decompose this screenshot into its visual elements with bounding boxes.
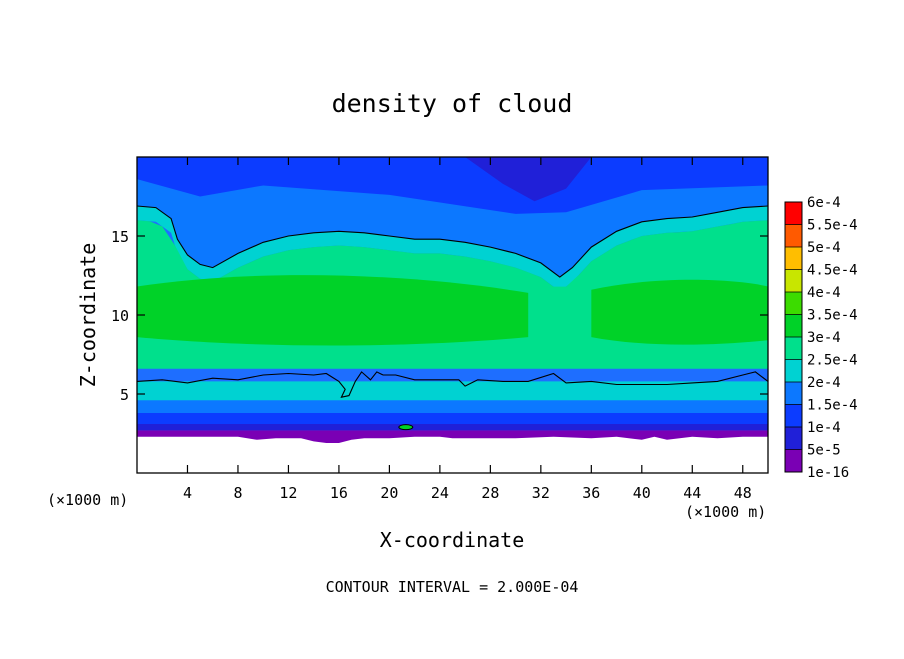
field-band-1 (137, 157, 768, 214)
x-tick-label: 40 (633, 484, 651, 502)
colorbar-label: 1e-4 (807, 420, 841, 436)
field-band-10 (137, 424, 768, 431)
colorbar-swatch (785, 314, 802, 337)
contour-interval-note: CONTOUR INTERVAL = 2.000E-04 (326, 578, 579, 596)
colorbar-label: 4e-4 (807, 285, 841, 301)
x-tick-label: 8 (233, 484, 242, 502)
colorbar-label: 5.5e-4 (807, 218, 858, 234)
cell-anomaly (398, 424, 414, 431)
colorbar-label: 4.5e-4 (807, 263, 858, 279)
y-tick-label: 5 (120, 386, 129, 404)
colorbar-swatch (785, 269, 802, 292)
field-band-5 (137, 275, 529, 346)
colorbar-swatch (785, 382, 802, 405)
x-unit-right: (×1000 m) (685, 503, 766, 521)
y-axis-ticks: 5 10 15 (111, 228, 768, 404)
x-axis-ticks: 4 8 12 16 20 24 28 32 36 40 44 48 (183, 157, 752, 502)
colorbar-label: 1e-16 (807, 465, 849, 481)
x-tick-label: 24 (431, 484, 449, 502)
x-tick-label: 20 (380, 484, 398, 502)
x-axis-label: X-coordinate (380, 528, 525, 552)
plot-area (137, 157, 768, 473)
density-field (137, 157, 768, 450)
y-axis-label: Z-coordinate (76, 243, 100, 388)
ground-blanking (137, 436, 768, 473)
colorbar-swatch (785, 404, 802, 427)
x-tick-label: 28 (481, 484, 499, 502)
x-tick-label: 4 (183, 484, 192, 502)
colorbar: 1e-16 5e-5 1e-4 1.5e-4 2e-4 2.5e-4 3e-4 3.5e-4 4… (784, 195, 858, 481)
colorbar-label: 3e-4 (807, 330, 841, 346)
colorbar-label: 2.5e-4 (807, 353, 858, 369)
colorbar-swatch (785, 202, 802, 225)
x-unit-left: (×1000 m) (47, 491, 128, 509)
field-band-2 (465, 157, 592, 202)
colorbar-swatch (785, 247, 802, 270)
colorbar-swatch (785, 449, 802, 472)
colorbar-swatch (785, 359, 802, 382)
contour-line-upper (137, 205, 768, 278)
field-band-8 (137, 400, 768, 413)
x-tick-label: 12 (279, 484, 297, 502)
field-band-3 (137, 206, 768, 292)
contour-line-lower (137, 371, 768, 398)
x-tick-label: 48 (734, 484, 752, 502)
colorbar-swatch (785, 427, 802, 450)
y-tick-label: 10 (111, 307, 129, 325)
field-band-6 (591, 279, 768, 345)
colorbar-label: 5e-5 (807, 443, 841, 459)
chart-title: density of cloud (332, 89, 573, 118)
y-tick-label: 15 (111, 228, 129, 246)
colorbar-label: 5e-4 (807, 240, 841, 256)
field-band-9 (137, 412, 768, 425)
x-tick-label: 16 (330, 484, 348, 502)
colorbar-swatch (785, 337, 802, 360)
x-tick-label: 36 (582, 484, 600, 502)
colorbar-label: 2e-4 (807, 375, 841, 391)
x-tick-label: 44 (683, 484, 701, 502)
colorbar-swatch (785, 292, 802, 315)
colorbar-label: 6e-4 (807, 195, 841, 211)
x-tick-label: 32 (532, 484, 550, 502)
colorbar-label: 3.5e-4 (807, 308, 858, 324)
field-band-7 (137, 381, 768, 401)
colorbar-label: 1.5e-4 (807, 398, 858, 414)
colorbar-swatch (785, 224, 802, 247)
